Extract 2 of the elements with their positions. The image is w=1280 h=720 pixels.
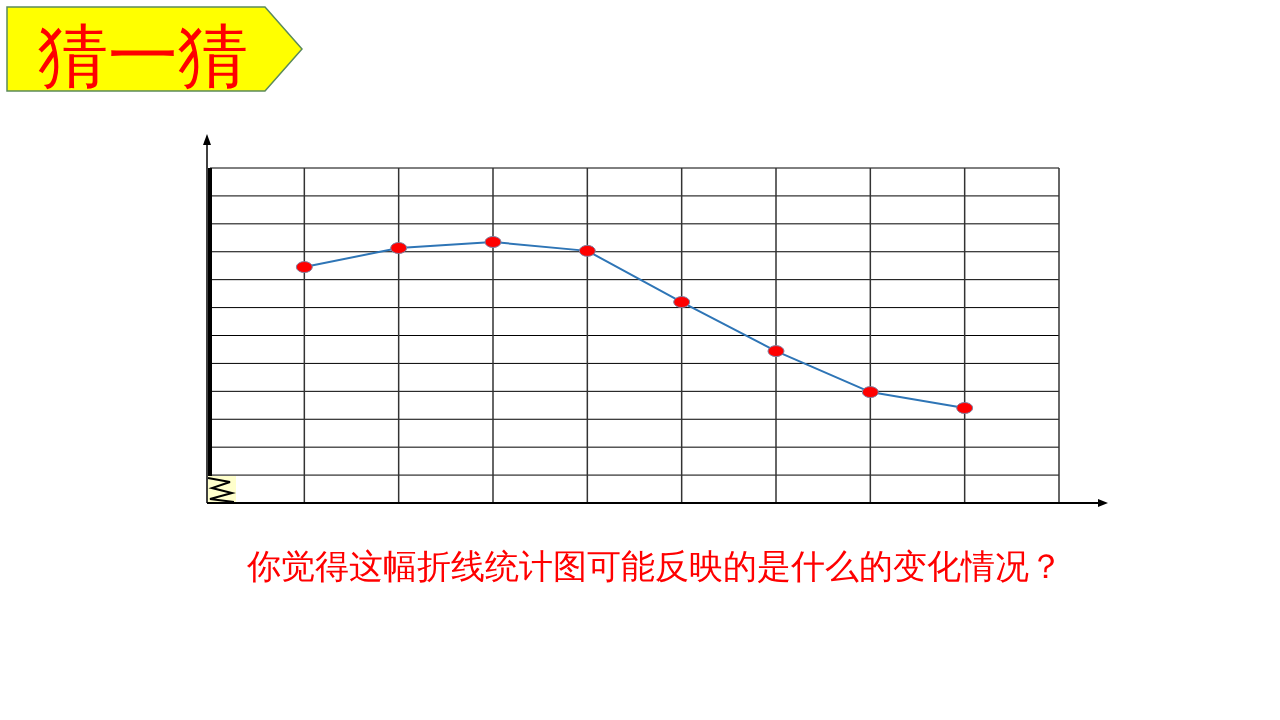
chart-title: 猜一猜 (38, 15, 248, 97)
text: 你觉得这幅折线统计图可能反映的是什么的变化情况？ (246, 546, 1063, 586)
